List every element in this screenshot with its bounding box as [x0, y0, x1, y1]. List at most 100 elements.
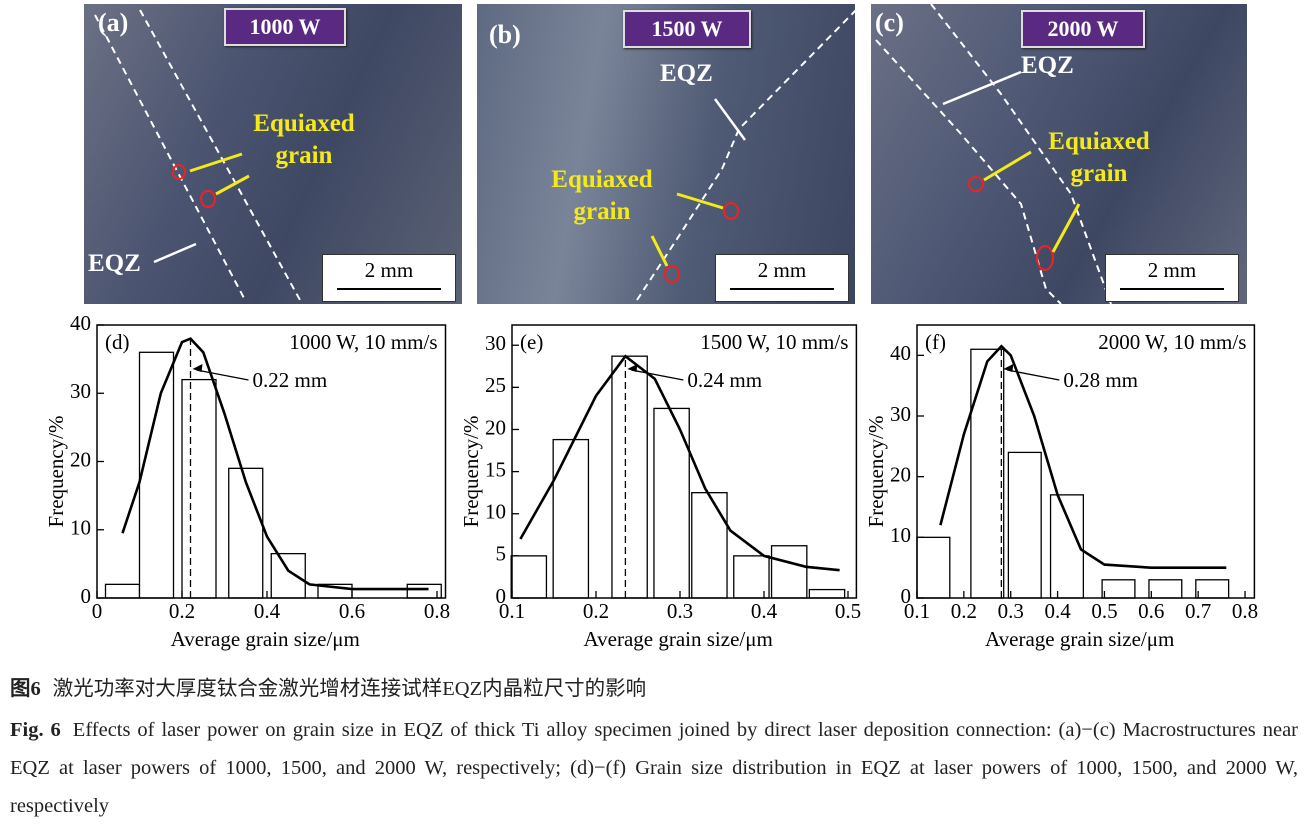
grain: [968, 176, 984, 192]
panel-label: (c): [875, 8, 904, 37]
boundary: [930, 4, 1112, 304]
y-tick-label: 40: [890, 341, 911, 365]
annotation-arrow: [196, 369, 249, 381]
scale-bar: 2 mm: [715, 254, 849, 302]
grain: [723, 202, 739, 220]
bar: [228, 467, 264, 599]
y-axis-label: Frequency/%: [44, 416, 68, 528]
y-tick-label: 20: [890, 462, 911, 486]
x-tick-label: 0.3: [667, 599, 693, 623]
boundary: [94, 14, 246, 301]
x-tick-label: 0.6: [339, 599, 365, 623]
bar: [1101, 579, 1136, 599]
bar: [808, 588, 846, 599]
annotation: Equiaxed grain: [253, 110, 355, 169]
annotation: 0.24 mm: [687, 368, 762, 392]
caption-label: 图6: [10, 678, 41, 700]
bar: [181, 378, 217, 599]
bar: [733, 555, 770, 599]
x-tick-label: 0: [92, 599, 103, 623]
caption-text: Effects of laser power on grain size in …: [10, 719, 1298, 817]
x-tick-label: 0.4: [254, 599, 281, 623]
bar: [406, 583, 442, 599]
bar: [691, 492, 728, 599]
x-axis-label: Average grain size/μm: [584, 627, 773, 651]
y-tick-label: 20: [70, 447, 91, 471]
y-axis-label: Frequency/%: [459, 416, 483, 528]
annotation: EQZ: [660, 60, 713, 87]
subtitle: 2000 W, 10 mm/s: [1098, 330, 1246, 354]
x-tick-label: 0.3: [998, 599, 1024, 623]
axes-frame: [511, 324, 858, 599]
grain: [200, 190, 216, 208]
boundary: [139, 9, 301, 301]
bar: [270, 552, 306, 599]
y-tick-label: 10: [485, 500, 506, 524]
scale-line: [730, 288, 834, 290]
caption-en: Fig. 6 Effects of laser power on grain si…: [10, 711, 1298, 825]
subtitle: 1000 W, 10 mm/s: [289, 330, 437, 354]
fit-curve: [121, 337, 429, 591]
overlay: [636, 9, 855, 301]
panel-label: (e): [520, 330, 543, 354]
annotation: Equiaxed grain: [551, 166, 653, 225]
caption-zh: 图6 激光功率对大厚度钛合金激光增材连接试样EQZ内晶粒尺寸的影响: [10, 670, 1298, 708]
axes-frame: [96, 324, 447, 599]
annotation: 0.28 mm: [1063, 368, 1138, 392]
annotation-arrow: [1007, 369, 1060, 381]
bar: [970, 348, 1005, 599]
bar: [653, 407, 690, 599]
y-tick-label: 30: [485, 331, 506, 355]
annotation: 0.22 mm: [253, 368, 328, 392]
x-tick-label: 0.8: [424, 599, 450, 623]
bar: [1148, 579, 1183, 599]
bar: [1049, 494, 1085, 599]
annotation-arrow: [631, 369, 684, 381]
fit-curve: [939, 344, 1227, 569]
x-tick-label: 0.7: [1185, 599, 1211, 623]
caption-label: Fig. 6: [10, 719, 61, 741]
y-tick-label: 25: [485, 373, 506, 397]
arrow-head: [192, 364, 203, 372]
y-tick-label: 0: [496, 584, 507, 608]
arrow-head: [1003, 364, 1014, 372]
y-axis-label: Frequency/%: [864, 416, 888, 528]
bar: [552, 438, 590, 599]
arrow: [153, 242, 197, 264]
caption-text: 激光功率对大厚度钛合金激光增材连接试样EQZ内晶粒尺寸的影响: [52, 678, 647, 700]
scale-bar: 2 mm: [322, 254, 456, 302]
y-tick-label: 0: [901, 584, 912, 608]
arrow: [189, 152, 250, 196]
panel-label: (f): [925, 330, 946, 354]
arrow: [983, 150, 1081, 253]
y-tick-label: 30: [70, 379, 91, 403]
panel-title: 2000 W: [1021, 10, 1145, 48]
x-tick-label: 0.1: [499, 599, 525, 623]
micrograph: (b) 1500 W EQZ Equiaxed grain 2 mm: [477, 4, 855, 304]
y-tick-label: 15: [485, 457, 506, 481]
y-tick-label: 10: [890, 523, 911, 547]
y-tick-label: 5: [496, 542, 507, 566]
scale-line: [1120, 288, 1224, 290]
bar: [770, 545, 808, 599]
x-tick-label: 0.5: [835, 599, 861, 623]
overlay: [875, 4, 1112, 304]
x-tick-label: 0.5: [1091, 599, 1117, 623]
scale-label: 2 mm: [1147, 258, 1197, 282]
subtitle: 1500 W, 10 mm/s: [700, 330, 848, 354]
bar: [611, 355, 648, 599]
fit-curve: [519, 354, 840, 572]
micrograph: (c) 2000 W EQZ Equiaxed grain 2 mm: [871, 4, 1247, 304]
micrograph: (a) 1000 W Equiaxed grain EQZ 2 mm: [84, 4, 462, 304]
x-tick-label: 0.2: [951, 599, 977, 623]
panel-label: (d): [105, 330, 130, 354]
scale-label: 2 mm: [757, 258, 807, 282]
x-tick-label: 0.8: [1232, 599, 1258, 623]
bar: [317, 583, 353, 599]
y-tick-label: 40: [70, 311, 91, 335]
scale-label: 2 mm: [364, 258, 414, 282]
y-tick-label: 10: [70, 516, 91, 540]
bar: [1195, 579, 1230, 599]
bar: [916, 536, 951, 599]
